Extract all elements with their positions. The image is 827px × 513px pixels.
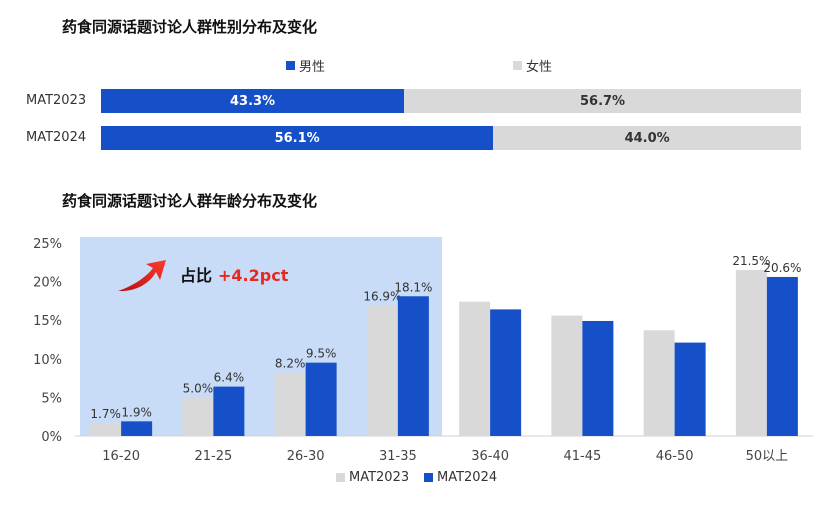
gender-bar-male-mat2023: 43.3% — [101, 89, 405, 113]
data-label: 21.5% — [732, 254, 770, 268]
gender-bar-male-mat2024: 56.1% — [101, 126, 494, 150]
x-tick-label: 26-30 — [287, 449, 325, 464]
bar-mat2023-5 — [551, 315, 583, 436]
x-tick-label: 50以上 — [746, 449, 789, 464]
y-tick-label: 20% — [33, 276, 62, 291]
annotation-prefix: 占比 — [180, 266, 213, 285]
y-tick-label: 25% — [33, 237, 62, 252]
y-tick-label: 0% — [41, 430, 62, 445]
bar-mat2023-2 — [274, 372, 306, 436]
gender-row-label-mat2024: MAT2024 — [26, 130, 87, 145]
age-legend-mat2024: MAT2024 — [424, 470, 497, 485]
data-label: 20.6% — [763, 261, 801, 275]
bar-mat2024-1 — [213, 386, 245, 436]
bar-mat2023-4 — [459, 301, 491, 436]
legend-swatch-mat2024 — [424, 473, 433, 482]
data-label: 1.9% — [121, 405, 152, 419]
bar-mat2023-3 — [366, 305, 398, 436]
bar-mat2024-3 — [397, 296, 429, 436]
bar-mat2024-5 — [582, 320, 614, 436]
trend-arrow-icon — [118, 260, 166, 292]
x-tick-label: 41-45 — [563, 449, 601, 464]
gender-legend-male: 男性 — [286, 56, 325, 75]
legend-swatch-female — [513, 61, 522, 70]
x-tick-label: 31-35 — [379, 449, 417, 464]
data-label: 16.9% — [363, 290, 401, 304]
bar-mat2023-1 — [182, 397, 214, 436]
gender-bar-female-mat2024: 44.0% — [493, 126, 801, 150]
x-tick-label: 21-25 — [194, 449, 232, 464]
x-tick-label: 36-40 — [471, 449, 509, 464]
y-tick-label: 15% — [33, 314, 62, 329]
data-label: 1.7% — [90, 407, 121, 421]
bar-mat2024-0 — [121, 421, 153, 436]
annotation-delta: +4.2pct — [218, 266, 289, 285]
age-chart-title: 药食同源话题讨论人群年龄分布及变化 — [62, 192, 318, 210]
gender-row-label-mat2023: MAT2023 — [26, 93, 87, 108]
age-legend-mat2023: MAT2023 — [336, 470, 409, 485]
bar-mat2024-2 — [305, 362, 337, 436]
data-label: 18.1% — [394, 280, 432, 294]
legend-swatch-mat2023 — [336, 473, 345, 482]
age-bar-chart: 0% 5% 10% 15% 20% 25% 1.7% 1.9% 16-20 5.0%6.4% 21-… — [33, 237, 813, 464]
legend-label-mat2023: MAT2023 — [349, 470, 410, 485]
x-tick-label: 46-50 — [656, 449, 694, 464]
gender-bar-female-mat2023: 56.7% — [404, 89, 801, 113]
y-tick-label: 5% — [41, 391, 62, 406]
bar-mat2023-6 — [643, 330, 675, 436]
bar-mat2024-6 — [674, 342, 706, 436]
y-tick-label: 10% — [33, 353, 62, 368]
bar-mat2024-4 — [490, 309, 522, 436]
bar-mat2023-7 — [735, 270, 767, 436]
bar-mat2023-0 — [90, 422, 122, 436]
x-tick-label: 16-20 — [102, 449, 140, 464]
gender-chart-title: 药食同源话题讨论人群性别分布及变化 — [62, 18, 318, 36]
data-label: 5.0% — [183, 381, 214, 395]
legend-label-mat2024: MAT2024 — [437, 470, 498, 485]
bar-mat2024-7 — [766, 276, 798, 436]
data-label: 9.5% — [306, 347, 337, 361]
gender-legend-female: 女性 — [513, 56, 552, 75]
legend-swatch-male — [286, 61, 295, 70]
legend-label-male: 男性 — [299, 60, 326, 75]
data-label: 8.2% — [275, 357, 306, 371]
highlight-annotation: 占比 +4.2pct — [180, 262, 288, 286]
data-label: 6.4% — [214, 371, 245, 385]
legend-label-female: 女性 — [526, 60, 553, 75]
